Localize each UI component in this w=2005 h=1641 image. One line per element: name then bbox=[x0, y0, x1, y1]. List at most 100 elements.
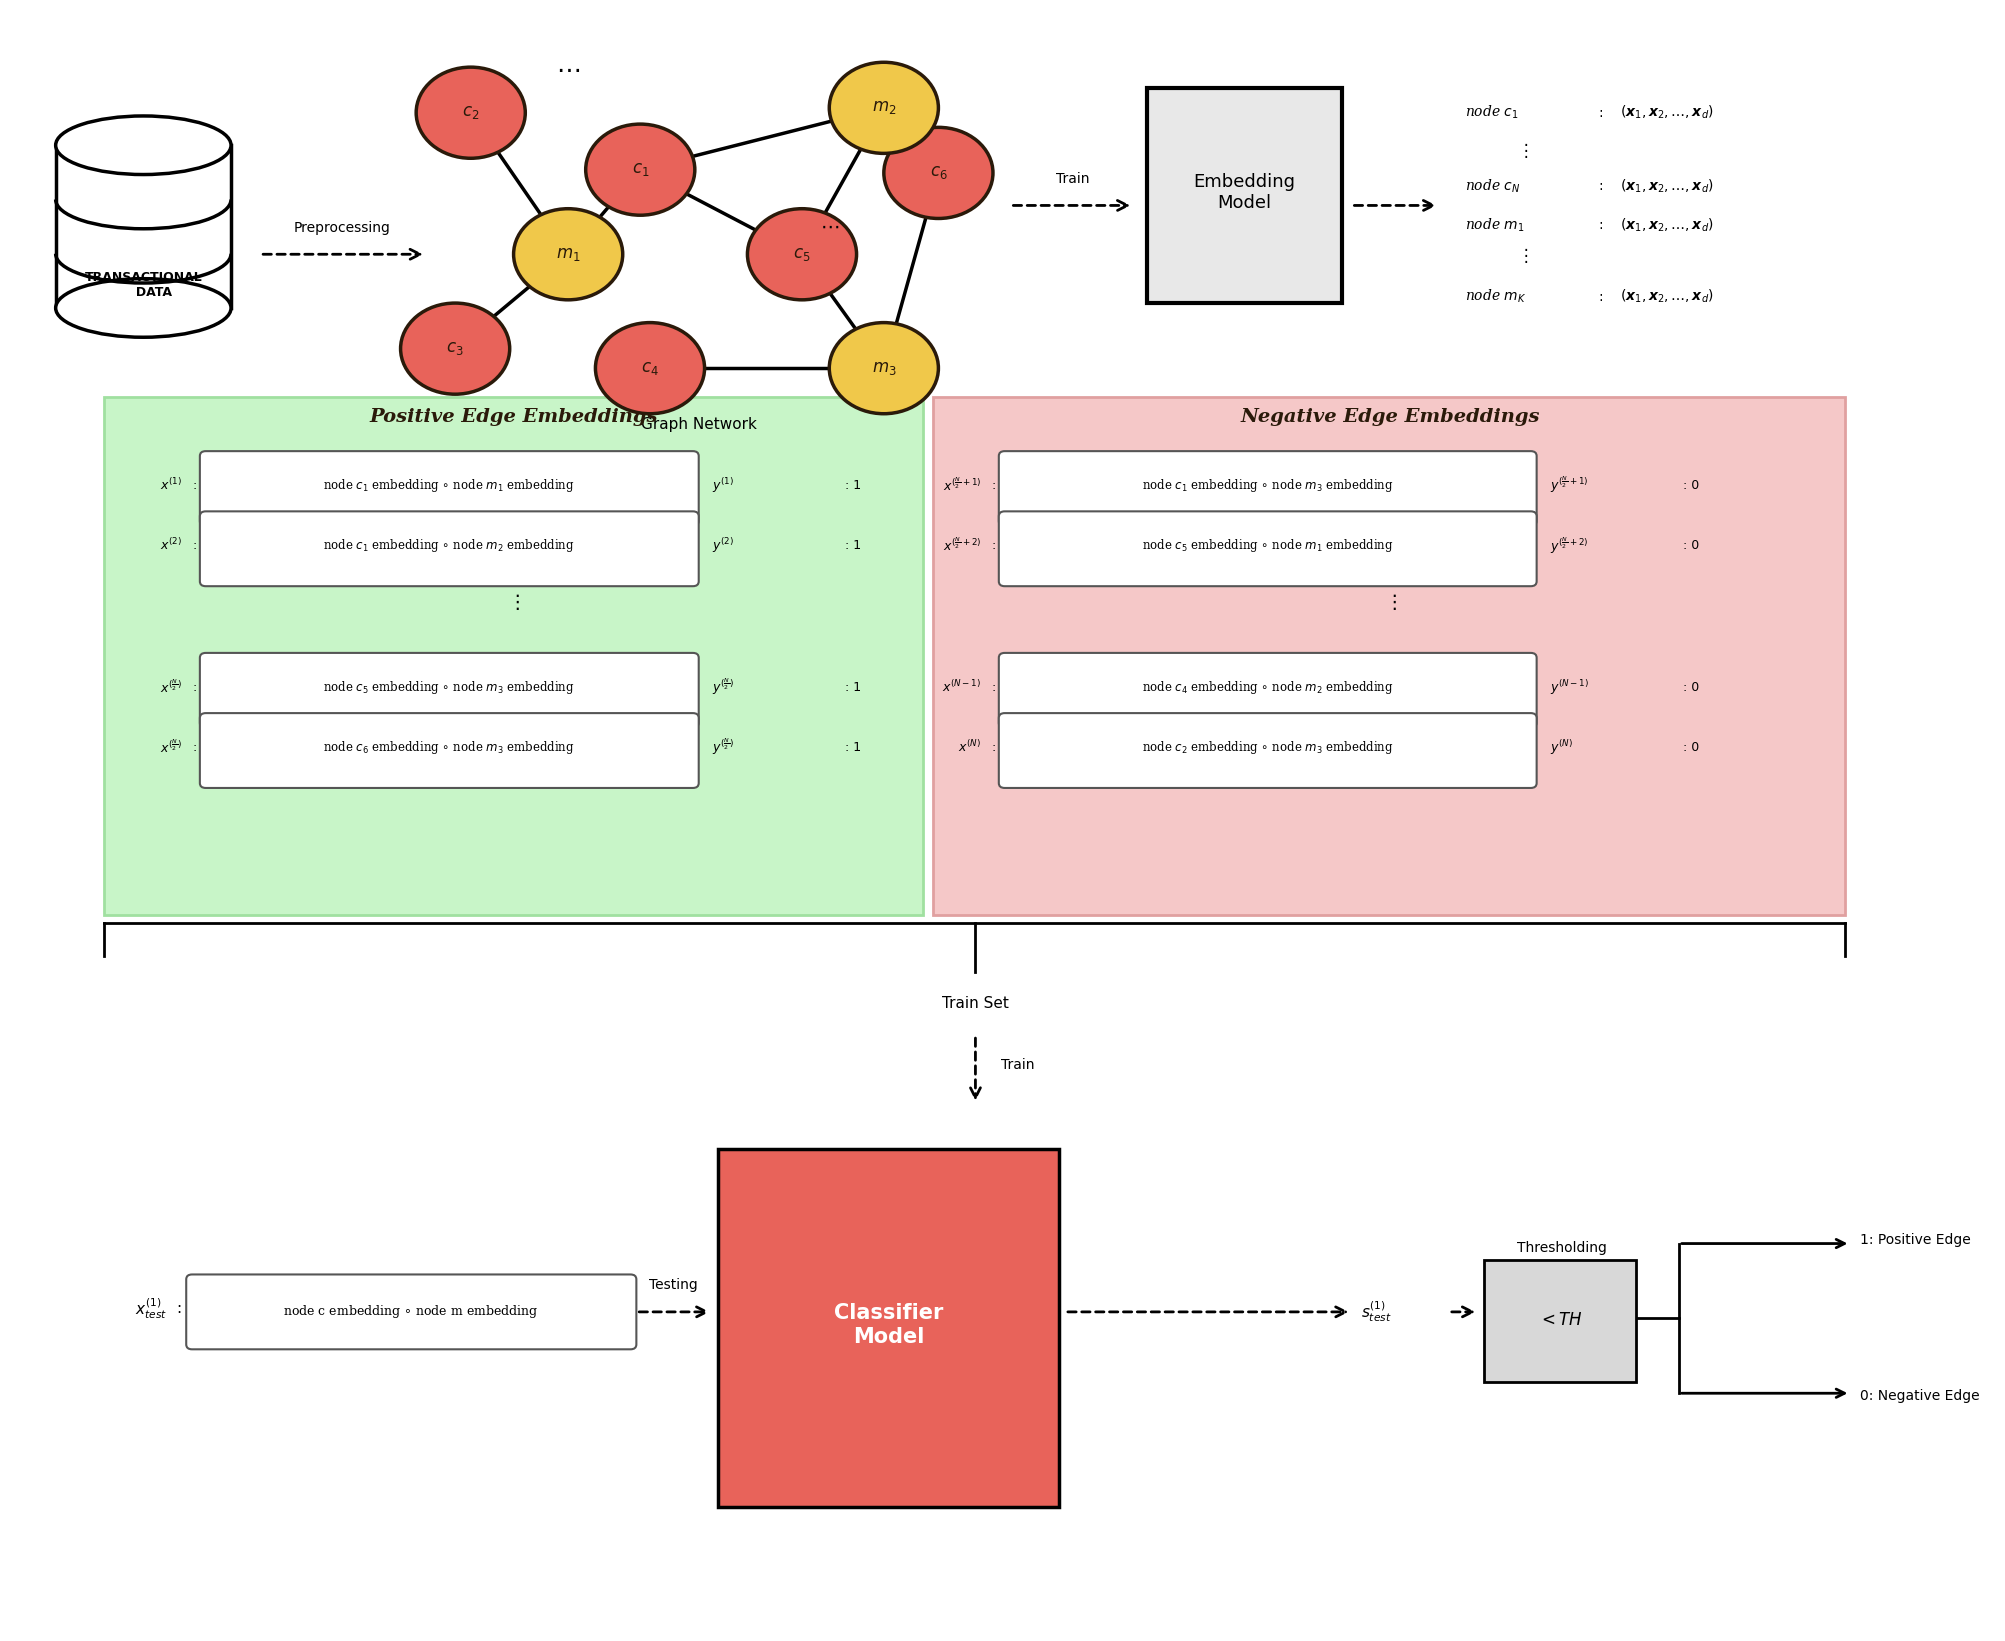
Text: node $c_6$ embedding $\circ$ node $m_3$ embedding: node $c_6$ embedding $\circ$ node $m_3$ … bbox=[323, 738, 575, 757]
Text: $x_{test}^{(1)}$: $x_{test}^{(1)}$ bbox=[134, 1296, 166, 1321]
Text: $y^{(1)}$: $y^{(1)}$ bbox=[712, 476, 734, 496]
Text: $\vdots$: $\vdots$ bbox=[1383, 592, 1395, 612]
FancyBboxPatch shape bbox=[998, 714, 1536, 788]
Text: Train Set: Train Set bbox=[942, 996, 1009, 1011]
Text: :: : bbox=[1598, 179, 1602, 194]
Circle shape bbox=[595, 323, 704, 414]
Text: : 1: : 1 bbox=[844, 479, 860, 492]
Text: $x^{(1)}$: $x^{(1)}$ bbox=[160, 478, 182, 494]
Text: $c_4$: $c_4$ bbox=[642, 359, 658, 377]
FancyBboxPatch shape bbox=[718, 1149, 1059, 1506]
Text: node $c_4$ embedding $\circ$ node $m_2$ embedding: node $c_4$ embedding $\circ$ node $m_2$ … bbox=[1141, 679, 1393, 696]
Text: node $m_1$: node $m_1$ bbox=[1464, 217, 1524, 233]
Text: $y^{(\frac{N}{2}+2)}$: $y^{(\frac{N}{2}+2)}$ bbox=[1550, 535, 1588, 556]
Text: 1: Positive Edge: 1: Positive Edge bbox=[1859, 1234, 1969, 1247]
Text: Thresholding: Thresholding bbox=[1516, 1241, 1606, 1255]
Text: : 0: : 0 bbox=[1682, 479, 1698, 492]
Ellipse shape bbox=[56, 279, 231, 338]
Text: TRANSACTIONAL
     DATA: TRANSACTIONAL DATA bbox=[84, 271, 203, 299]
Text: $\cdots$: $\cdots$ bbox=[820, 217, 838, 236]
Circle shape bbox=[415, 67, 525, 158]
Text: $x^{(N-1)}$: $x^{(N-1)}$ bbox=[942, 679, 980, 696]
Text: $y^{(N-1)}$: $y^{(N-1)}$ bbox=[1550, 678, 1588, 696]
Text: $c_3$: $c_3$ bbox=[445, 340, 463, 358]
Text: $m_1$: $m_1$ bbox=[555, 246, 579, 263]
Text: Train: Train bbox=[1055, 172, 1089, 185]
Bar bbox=[56, 146, 231, 309]
Text: :: : bbox=[192, 538, 196, 551]
Text: : 0: : 0 bbox=[1682, 681, 1698, 694]
Text: :: : bbox=[990, 479, 994, 492]
Text: $c_6$: $c_6$ bbox=[928, 164, 946, 182]
Text: node $c_1$: node $c_1$ bbox=[1464, 103, 1518, 121]
Text: :: : bbox=[192, 740, 196, 753]
Text: $y^{(2)}$: $y^{(2)}$ bbox=[712, 537, 734, 555]
Text: Negative Edge Embeddings: Negative Edge Embeddings bbox=[1241, 409, 1540, 427]
Text: : 1: : 1 bbox=[844, 681, 860, 694]
Text: : 0: : 0 bbox=[1682, 538, 1698, 551]
Text: $c_1$: $c_1$ bbox=[632, 161, 650, 179]
Text: : 0: : 0 bbox=[1682, 740, 1698, 753]
Text: :: : bbox=[176, 1301, 182, 1316]
Text: :: : bbox=[1598, 105, 1602, 120]
Text: $x^{(\frac{N}{2}+2)}$: $x^{(\frac{N}{2}+2)}$ bbox=[942, 537, 980, 555]
Text: :: : bbox=[192, 681, 196, 694]
Text: $m_2$: $m_2$ bbox=[872, 100, 896, 117]
FancyBboxPatch shape bbox=[1484, 1260, 1636, 1382]
Text: Embedding
Model: Embedding Model bbox=[1193, 172, 1295, 212]
Text: $y^{(N)}$: $y^{(N)}$ bbox=[1550, 738, 1572, 757]
FancyBboxPatch shape bbox=[200, 512, 698, 586]
Text: : 1: : 1 bbox=[844, 538, 860, 551]
Text: $y^{(\frac{N}{2})}$: $y^{(\frac{N}{2})}$ bbox=[712, 737, 734, 758]
Text: node $c_N$: node $c_N$ bbox=[1464, 177, 1520, 195]
FancyBboxPatch shape bbox=[200, 451, 698, 527]
Circle shape bbox=[585, 125, 694, 215]
Text: node $c_5$ embedding $\circ$ node $m_3$ embedding: node $c_5$ embedding $\circ$ node $m_3$ … bbox=[323, 679, 575, 696]
Text: $< TH$: $< TH$ bbox=[1538, 1311, 1582, 1329]
Text: $(\boldsymbol{x}_1, \boldsymbol{x}_2, \ldots, \boldsymbol{x}_d)$: $(\boldsymbol{x}_1, \boldsymbol{x}_2, \l… bbox=[1620, 103, 1714, 121]
Text: $s_{test}^{(1)}$: $s_{test}^{(1)}$ bbox=[1361, 1300, 1391, 1324]
Ellipse shape bbox=[56, 117, 231, 174]
Text: $x^{(\frac{N}{2})}$: $x^{(\frac{N}{2})}$ bbox=[160, 678, 182, 696]
Text: Train: Train bbox=[1000, 1057, 1035, 1072]
Text: $\cdots$: $\cdots$ bbox=[555, 57, 579, 80]
Text: $(\boldsymbol{x}_1, \boldsymbol{x}_2, \ldots, \boldsymbol{x}_d)$: $(\boldsymbol{x}_1, \boldsymbol{x}_2, \l… bbox=[1620, 287, 1714, 305]
Text: $y^{(\frac{N}{2})}$: $y^{(\frac{N}{2})}$ bbox=[712, 678, 734, 697]
Circle shape bbox=[748, 208, 856, 300]
Text: $x^{(\frac{N}{2}+1)}$: $x^{(\frac{N}{2}+1)}$ bbox=[942, 478, 980, 494]
Text: 0: Negative Edge: 0: Negative Edge bbox=[1859, 1390, 1979, 1403]
Text: node $c_5$ embedding $\circ$ node $m_1$ embedding: node $c_5$ embedding $\circ$ node $m_1$ … bbox=[1141, 537, 1393, 555]
Text: $x^{(\frac{N}{2})}$: $x^{(\frac{N}{2})}$ bbox=[160, 738, 182, 757]
Text: $x^{(N)}$: $x^{(N)}$ bbox=[958, 740, 980, 755]
FancyBboxPatch shape bbox=[200, 653, 698, 727]
Text: :: : bbox=[990, 681, 994, 694]
Text: $y^{(\frac{N}{2}+1)}$: $y^{(\frac{N}{2}+1)}$ bbox=[1550, 476, 1588, 496]
Text: Graph Network: Graph Network bbox=[640, 417, 756, 432]
Text: node $c_1$ embedding $\circ$ node $m_2$ embedding: node $c_1$ embedding $\circ$ node $m_2$ … bbox=[323, 537, 575, 555]
FancyBboxPatch shape bbox=[998, 512, 1536, 586]
Text: :: : bbox=[990, 538, 994, 551]
Text: node $c_2$ embedding $\circ$ node $m_3$ embedding: node $c_2$ embedding $\circ$ node $m_3$ … bbox=[1141, 738, 1393, 757]
Text: Classifier
Model: Classifier Model bbox=[834, 1303, 942, 1347]
FancyBboxPatch shape bbox=[932, 397, 1845, 916]
FancyBboxPatch shape bbox=[998, 451, 1536, 527]
Text: :: : bbox=[1598, 218, 1602, 231]
Text: :: : bbox=[1598, 289, 1602, 304]
Text: $(\boldsymbol{x}_1, \boldsymbol{x}_2, \ldots, \boldsymbol{x}_d)$: $(\boldsymbol{x}_1, \boldsymbol{x}_2, \l… bbox=[1620, 177, 1714, 195]
Text: Testing: Testing bbox=[650, 1278, 698, 1293]
Text: node $c_1$ embedding $\circ$ node $m_1$ embedding: node $c_1$ embedding $\circ$ node $m_1$ … bbox=[323, 478, 575, 494]
Text: node c embedding $\circ$ node m embedding: node c embedding $\circ$ node m embeddin… bbox=[283, 1303, 537, 1321]
Text: $(\boldsymbol{x}_1, \boldsymbol{x}_2, \ldots, \boldsymbol{x}_d)$: $(\boldsymbol{x}_1, \boldsymbol{x}_2, \l… bbox=[1620, 217, 1714, 233]
FancyBboxPatch shape bbox=[104, 397, 922, 916]
Text: node $m_K$: node $m_K$ bbox=[1464, 287, 1526, 305]
Text: $\vdots$: $\vdots$ bbox=[507, 592, 519, 612]
Text: $\vdots$: $\vdots$ bbox=[1516, 141, 1528, 159]
Circle shape bbox=[401, 304, 509, 394]
FancyBboxPatch shape bbox=[998, 653, 1536, 727]
FancyBboxPatch shape bbox=[200, 714, 698, 788]
Text: node $c_1$ embedding $\circ$ node $m_3$ embedding: node $c_1$ embedding $\circ$ node $m_3$ … bbox=[1141, 478, 1393, 494]
Circle shape bbox=[513, 208, 622, 300]
FancyBboxPatch shape bbox=[1147, 89, 1341, 304]
Circle shape bbox=[884, 128, 992, 218]
Text: $c_5$: $c_5$ bbox=[792, 246, 810, 263]
